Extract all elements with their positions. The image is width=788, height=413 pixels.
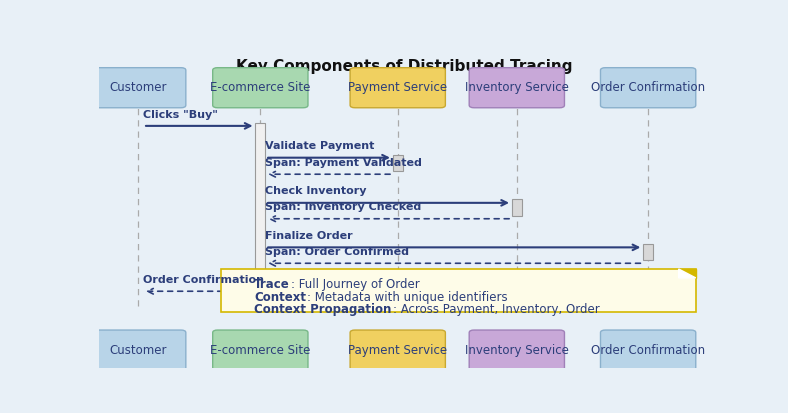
FancyBboxPatch shape [469, 330, 564, 370]
Text: Span: Order Confirmed: Span: Order Confirmed [266, 247, 409, 257]
FancyBboxPatch shape [393, 154, 403, 171]
FancyBboxPatch shape [91, 330, 186, 370]
Text: Key Components of Distributed Tracing: Key Components of Distributed Tracing [236, 59, 572, 74]
FancyBboxPatch shape [255, 123, 266, 299]
Polygon shape [678, 269, 696, 278]
Text: Validate Payment: Validate Payment [266, 141, 374, 151]
Text: Order Confirmation: Order Confirmation [591, 81, 705, 94]
FancyBboxPatch shape [600, 68, 696, 108]
FancyBboxPatch shape [643, 244, 653, 260]
Text: Payment Service: Payment Service [348, 344, 448, 356]
Text: : Full Journey of Order: : Full Journey of Order [292, 278, 420, 291]
Text: Span: Payment Validated: Span: Payment Validated [266, 158, 422, 168]
Text: Payment Service: Payment Service [348, 81, 448, 94]
Text: Trace: Trace [255, 278, 290, 291]
FancyBboxPatch shape [213, 68, 308, 108]
Text: Inventory Service: Inventory Service [465, 81, 569, 94]
Text: Inventory Service: Inventory Service [465, 344, 569, 356]
FancyBboxPatch shape [350, 68, 445, 108]
Text: E-commerce Site: E-commerce Site [210, 81, 310, 94]
Text: Customer: Customer [110, 344, 167, 356]
FancyBboxPatch shape [213, 330, 308, 370]
FancyBboxPatch shape [91, 68, 186, 108]
FancyBboxPatch shape [600, 330, 696, 370]
Text: E-commerce Site: E-commerce Site [210, 344, 310, 356]
FancyBboxPatch shape [512, 199, 522, 216]
Text: Customer: Customer [110, 81, 167, 94]
Text: Context Propagation: Context Propagation [255, 303, 392, 316]
Text: : Across Payment, Inventory, Order: : Across Payment, Inventory, Order [393, 303, 600, 316]
Text: Order Confirmation: Order Confirmation [591, 344, 705, 356]
Polygon shape [678, 269, 696, 278]
Text: Finalize Order: Finalize Order [266, 231, 353, 241]
Text: Span: Inventory Checked: Span: Inventory Checked [266, 202, 422, 212]
FancyBboxPatch shape [221, 269, 696, 312]
FancyBboxPatch shape [350, 330, 445, 370]
Text: Check Inventory: Check Inventory [266, 187, 366, 197]
Text: : Metadata with unique identifiers: : Metadata with unique identifiers [307, 291, 508, 304]
Text: Order Confirmation: Order Confirmation [143, 275, 264, 285]
Text: Clicks "Buy": Clicks "Buy" [143, 109, 218, 119]
Text: Context: Context [255, 291, 307, 304]
FancyBboxPatch shape [469, 68, 564, 108]
